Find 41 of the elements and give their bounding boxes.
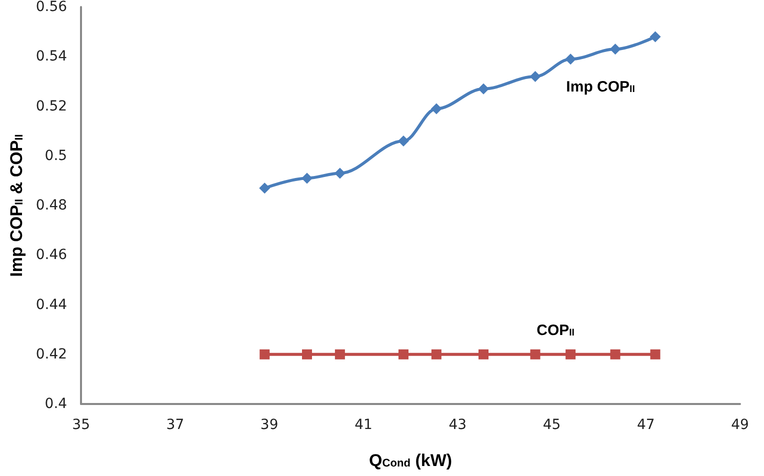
y-tick-label: 0.56 (36, 0, 68, 15)
x-tick-label: 49 (731, 417, 749, 433)
point (430, 103, 442, 114)
series-label: COPII (536, 322, 575, 339)
point (610, 349, 620, 360)
point (431, 349, 442, 360)
point (530, 70, 541, 82)
y-tick-label: 0.4 (44, 396, 68, 412)
point (478, 83, 489, 94)
y-tick-label: 0.48 (36, 198, 68, 214)
point (650, 31, 661, 42)
x-tick-label: 41 (354, 417, 372, 433)
y-tick-label: 0.52 (36, 98, 68, 114)
y-axis-title: Imp COPII & COPII (7, 134, 26, 277)
point (398, 349, 408, 360)
y-tick-label: 0.44 (36, 296, 68, 313)
y-tick-label: 0.54 (36, 48, 68, 65)
x-tick-label: 35 (72, 417, 90, 433)
point (334, 168, 346, 179)
point (259, 182, 270, 194)
series-label: Imp COPII (566, 78, 636, 96)
x-tick-label: 37 (166, 417, 184, 433)
x-axis-title: QCond (kW) (369, 451, 452, 470)
y-tick-label: 0.42 (36, 346, 68, 362)
x-tick-label: 39 (260, 417, 278, 433)
x-tick-label: 45 (542, 417, 561, 433)
y-tick-label: 0.46 (36, 247, 68, 264)
point (650, 349, 660, 360)
point (301, 172, 312, 184)
point (398, 135, 409, 146)
point (565, 54, 576, 65)
point (260, 349, 270, 360)
point (334, 349, 345, 360)
point (566, 349, 576, 360)
x-tick-label: 47 (636, 417, 655, 433)
point (530, 349, 540, 360)
point (610, 44, 621, 55)
point (478, 349, 488, 360)
x-tick-label: 43 (448, 417, 467, 433)
y-tick-label: 0.5 (44, 148, 68, 164)
point (302, 349, 312, 360)
